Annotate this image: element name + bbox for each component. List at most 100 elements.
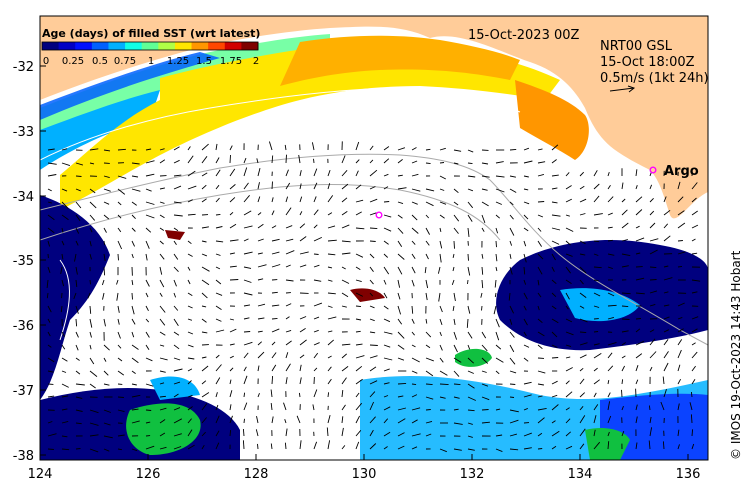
current-vector	[229, 154, 231, 164]
current-vector	[369, 429, 374, 437]
current-vector	[285, 279, 294, 282]
current-vector	[243, 251, 253, 255]
current-vector	[383, 431, 391, 437]
current-vector	[579, 185, 585, 190]
current-vector	[201, 365, 209, 372]
current-vector	[621, 330, 629, 333]
current-vector	[369, 227, 378, 230]
current-vector	[313, 182, 318, 190]
current-vector	[523, 344, 530, 348]
current-vector	[397, 357, 405, 361]
current-vector	[481, 370, 487, 373]
current-vector	[649, 238, 659, 242]
current-vector	[75, 201, 82, 209]
current-vector	[495, 408, 501, 411]
current-vector	[649, 249, 658, 255]
current-vector	[257, 341, 262, 346]
current-vector	[173, 174, 182, 177]
current-vector	[243, 352, 249, 359]
current-vector	[355, 343, 363, 346]
current-vector	[341, 211, 348, 216]
current-vector	[467, 266, 471, 276]
current-vector	[355, 253, 364, 258]
current-vector	[229, 355, 234, 359]
current-vector	[523, 214, 529, 220]
current-vector	[383, 146, 390, 151]
current-vector	[159, 266, 163, 275]
current-vector	[509, 266, 513, 275]
current-vector	[285, 196, 289, 203]
current-vector	[691, 279, 701, 282]
current-vector	[173, 393, 179, 398]
current-vector	[481, 279, 484, 289]
current-vector	[355, 318, 362, 321]
current-vector	[607, 304, 617, 307]
current-vector	[215, 143, 218, 151]
current-vector	[453, 240, 455, 249]
current-vector	[327, 355, 332, 359]
current-vector	[89, 448, 99, 453]
current-vector	[607, 365, 614, 372]
current-vector	[61, 253, 64, 260]
current-vector	[467, 344, 471, 350]
current-vector	[453, 448, 462, 451]
current-vector	[75, 227, 80, 234]
current-vector	[579, 331, 587, 334]
current-vector	[635, 209, 643, 216]
current-vector	[271, 375, 274, 385]
current-vector	[283, 402, 287, 411]
current-vector	[369, 186, 376, 190]
current-vector	[215, 157, 220, 164]
current-vector	[523, 318, 528, 326]
current-vector	[215, 404, 219, 411]
current-vector	[187, 170, 196, 177]
current-vector	[327, 440, 331, 450]
current-vector	[579, 266, 587, 274]
current-vector	[467, 214, 473, 222]
current-vector	[215, 364, 222, 372]
current-vector	[159, 446, 167, 450]
current-vector	[145, 227, 152, 233]
current-vector	[607, 380, 610, 385]
current-vector	[691, 328, 698, 333]
current-vector	[397, 147, 406, 151]
current-vector	[551, 227, 561, 231]
current-vector	[411, 214, 418, 221]
current-vector	[690, 414, 693, 424]
current-vector	[117, 175, 127, 179]
current-vector	[47, 188, 52, 192]
current-vector	[215, 415, 220, 424]
x-tick-label: 124	[28, 467, 53, 482]
current-vector	[537, 331, 545, 337]
current-vector	[285, 428, 288, 437]
current-vector	[565, 344, 572, 348]
current-vector	[425, 240, 430, 246]
current-vector	[677, 429, 680, 437]
current-vector	[284, 419, 287, 424]
current-vector	[593, 183, 600, 190]
current-vector	[397, 266, 403, 275]
current-vector	[131, 279, 134, 286]
current-vector	[89, 357, 95, 365]
current-vector	[75, 162, 84, 166]
current-vector	[411, 383, 417, 386]
current-vector	[75, 357, 80, 361]
current-vector	[383, 331, 393, 335]
y-tick: -37	[13, 384, 46, 399]
current-vector	[453, 318, 456, 325]
current-vector	[103, 409, 111, 413]
current-vector	[453, 408, 459, 411]
current-vector	[593, 195, 600, 203]
current-vector	[271, 352, 277, 359]
current-vector	[467, 422, 473, 425]
current-vector	[509, 419, 519, 424]
current-vector	[89, 422, 99, 426]
current-vector	[677, 444, 680, 450]
current-vector	[173, 146, 180, 151]
current-vector	[47, 395, 55, 398]
current-vector	[61, 357, 68, 362]
current-vector	[285, 238, 294, 242]
current-vector	[523, 175, 529, 178]
current-vector	[257, 264, 267, 268]
current-vector	[397, 214, 403, 219]
